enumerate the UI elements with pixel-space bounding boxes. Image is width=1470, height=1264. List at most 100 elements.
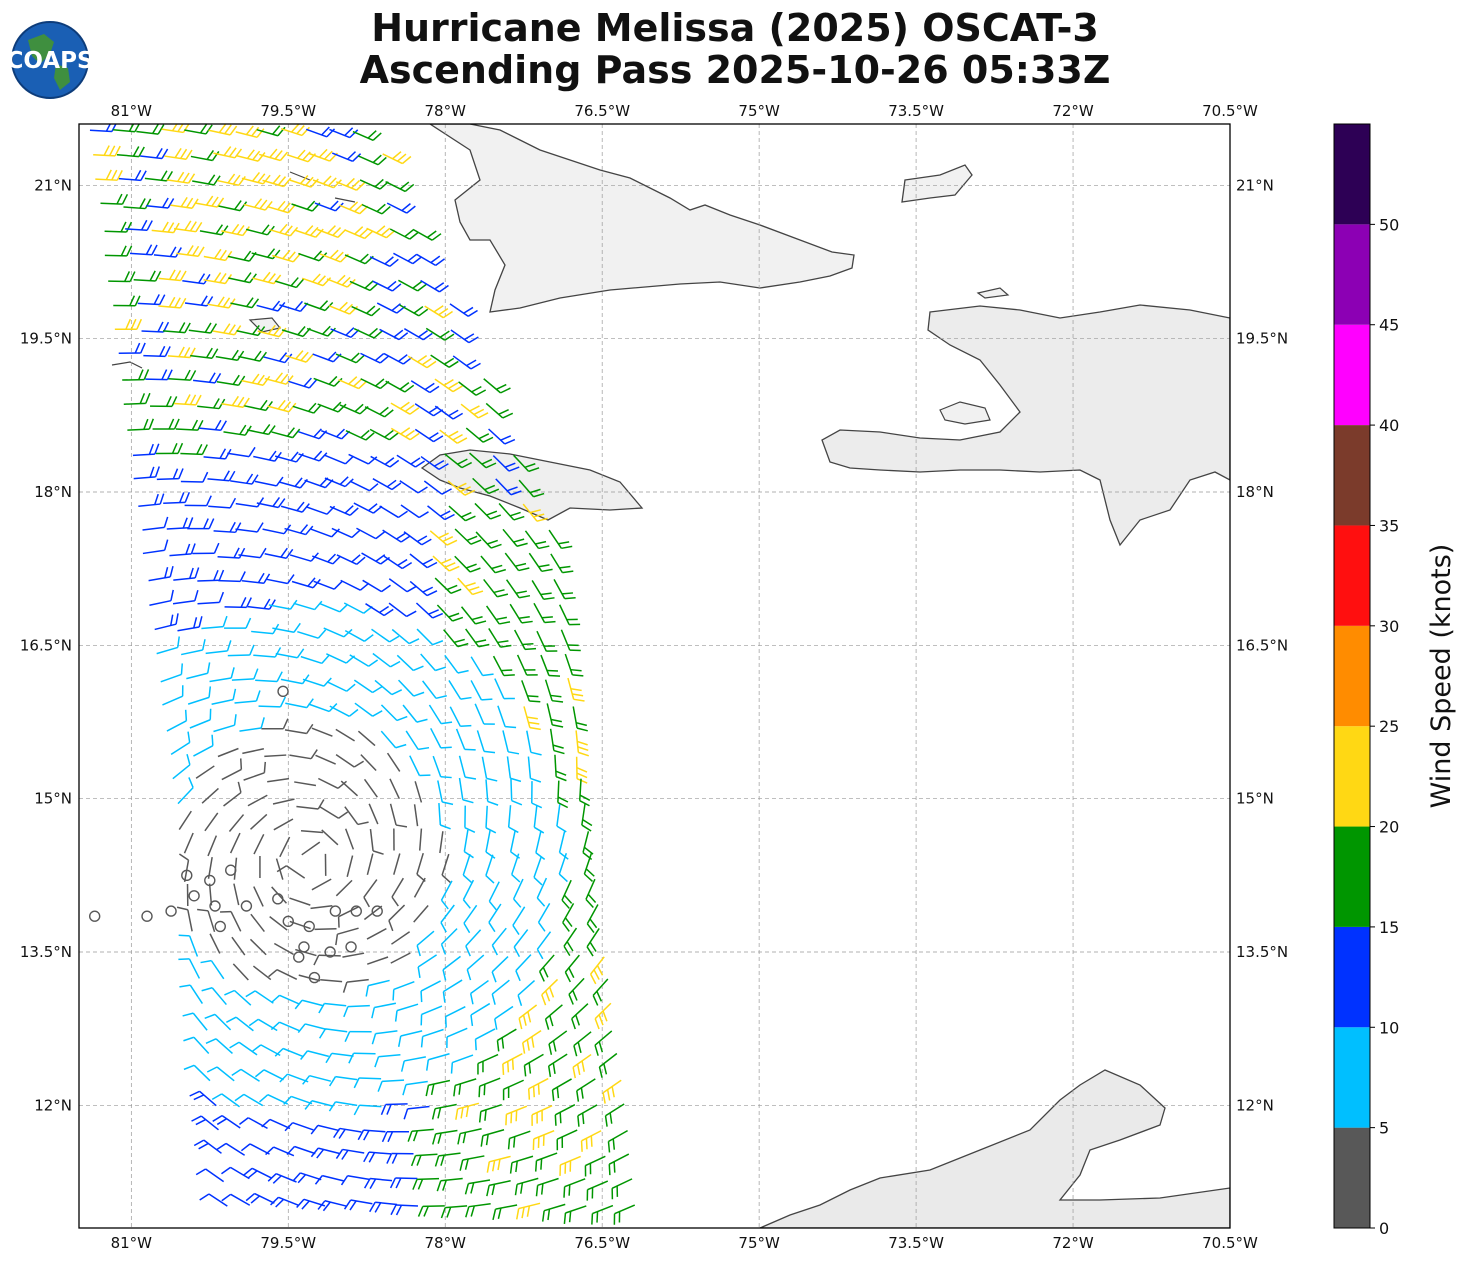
wind-barb <box>269 916 288 931</box>
wind-barb <box>551 1078 572 1101</box>
wind-barb <box>318 1028 348 1039</box>
colorbar-tick-label: 20 <box>1379 818 1399 837</box>
wind-barb <box>224 617 252 629</box>
wind-barb <box>449 303 478 317</box>
colorbar-segment <box>1334 826 1370 927</box>
wind-barb <box>513 454 540 473</box>
wind-barb <box>207 835 218 857</box>
wind-barb <box>480 1129 505 1147</box>
axis-ticks: 81°W 81°W 79.5°W 79.5°W 78°W 78°W 76.5°W 76.5°W… <box>20 102 1288 1252</box>
lon-label-top: 70.5°W <box>1202 102 1258 120</box>
lon-label-bottom: 78°W <box>425 1234 467 1252</box>
wind-barb <box>505 1105 528 1126</box>
wind-barb <box>178 958 201 979</box>
wind-barb <box>556 1129 578 1151</box>
wind-barb <box>425 1079 451 1097</box>
wind-barb <box>386 1152 414 1164</box>
wind-barb <box>436 604 464 622</box>
wind-barb <box>256 125 286 137</box>
wind-barb <box>342 978 369 993</box>
wind-barb <box>262 174 292 188</box>
wind-barb <box>488 628 512 648</box>
wind-barb <box>507 1130 531 1150</box>
wind-barb <box>170 196 199 209</box>
wind-barb <box>380 730 407 749</box>
wind-barb <box>416 852 426 882</box>
wind-barb <box>383 555 413 570</box>
wind-barb <box>304 1100 334 1110</box>
lat-label-right: 19.5°N <box>1236 330 1288 348</box>
wind-barb <box>558 604 581 626</box>
wind-barb <box>470 680 493 701</box>
colorbar-tick-label: 15 <box>1379 918 1399 937</box>
wind-barb <box>295 948 317 957</box>
lon-label-top: 73.5°W <box>888 102 944 120</box>
wind-barb <box>152 418 180 430</box>
wind-barb <box>363 879 378 908</box>
wind-barb <box>199 1193 228 1207</box>
wind-barb <box>377 1079 405 1092</box>
lon-label-top: 72°W <box>1052 102 1094 120</box>
wind-barb <box>604 1103 625 1127</box>
wind-barb <box>137 294 166 306</box>
wind-barb <box>177 777 194 805</box>
wind-barb <box>205 640 232 655</box>
wind-barb <box>399 304 429 317</box>
wind-barb <box>184 495 212 507</box>
lat-label-left: 16.5°N <box>20 636 72 654</box>
wind-barb <box>388 578 417 593</box>
wind-barb <box>176 245 205 258</box>
wind-barb <box>285 698 314 709</box>
wind-barb <box>183 1036 210 1054</box>
wind-barb <box>176 906 193 932</box>
wind-barb <box>162 685 184 706</box>
wind-barb <box>409 580 438 597</box>
wind-barb <box>342 952 365 958</box>
wind-barb <box>243 198 273 211</box>
wind-barb <box>485 605 511 625</box>
wind-barb <box>369 428 399 441</box>
wind-barb <box>554 754 567 782</box>
wind-barb <box>394 1003 419 1022</box>
wind-barb <box>383 352 413 365</box>
wind-barb <box>591 1204 614 1225</box>
wind-barb <box>191 1115 219 1131</box>
wind-barb <box>206 1066 235 1082</box>
wind-barb <box>562 903 575 932</box>
wind-barb <box>363 778 378 798</box>
wind-barb <box>523 706 541 731</box>
wind-barb <box>190 149 220 162</box>
wind-barb <box>283 1095 313 1105</box>
wind-barb <box>379 328 409 341</box>
wind-barb <box>263 352 293 364</box>
wind-barb <box>548 529 573 550</box>
calm-wind-marker <box>293 951 305 963</box>
wind-barb <box>104 221 133 233</box>
wind-barb <box>231 936 246 956</box>
wind-barb <box>273 818 294 831</box>
wind-barb <box>460 606 487 625</box>
wind-barb <box>371 628 400 643</box>
wind-barb <box>443 629 469 648</box>
wind-barb <box>385 180 415 193</box>
wind-barb <box>104 245 133 257</box>
wind-barb <box>376 302 406 314</box>
wind-barb <box>458 381 487 396</box>
wind-barb <box>440 904 455 933</box>
wind-barb <box>310 905 333 910</box>
wind-barb <box>557 780 569 809</box>
wind-barb <box>213 521 242 534</box>
wind-barb <box>228 272 257 284</box>
wind-barb <box>217 547 246 559</box>
wind-barb <box>280 674 310 685</box>
wind-barb <box>353 1104 382 1116</box>
wind-barb <box>179 984 204 1004</box>
wind-barb <box>372 478 402 491</box>
wind-barb <box>434 378 463 393</box>
wind-barb <box>391 877 404 907</box>
wind-barb <box>563 1205 587 1225</box>
wind-barb <box>246 423 276 436</box>
wind-barb <box>346 855 354 878</box>
wind-barb <box>592 978 609 1006</box>
